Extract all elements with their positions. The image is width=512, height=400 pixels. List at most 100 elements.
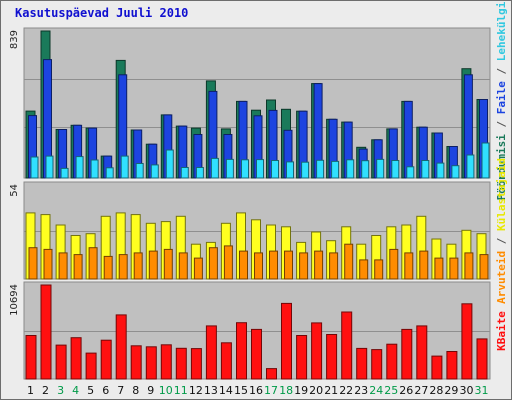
x-tick-label: 30	[460, 384, 474, 397]
y-max-label: 54	[9, 184, 20, 197]
bar-leheklgi-13	[210, 157, 219, 179]
bar-leheklgi-23	[361, 160, 370, 179]
bar-leheklgi-30	[466, 154, 475, 179]
x-tick-label: 17	[264, 384, 278, 397]
x-tick-label: 25	[384, 384, 398, 397]
bar-leheklgi-8	[135, 163, 144, 179]
bar-leheklgi-7	[120, 155, 129, 179]
x-tick-label: 11	[174, 384, 188, 397]
bar-kbaite-8	[130, 345, 142, 380]
bar-kbaite-11	[175, 347, 187, 380]
bar-arvuteid-13	[208, 247, 218, 280]
bar-arvuteid-9	[148, 250, 158, 280]
bar-leheklgi-26	[406, 166, 415, 179]
bar-arvuteid-3	[58, 252, 68, 280]
bar-kbaite-26	[401, 328, 413, 380]
bar-arvuteid-11	[178, 252, 188, 280]
bar-leheklgi-18	[286, 161, 294, 179]
bar-leheklgi-17	[271, 160, 279, 179]
bar-arvuteid-15	[239, 250, 248, 280]
legend-bottom: KBaite	[495, 311, 508, 351]
bar-kbaite-15	[236, 322, 247, 380]
bar-kbaite-17	[266, 368, 277, 380]
bar-leheklgi-27	[421, 160, 430, 179]
bar-kbaite-29	[446, 351, 458, 380]
bar-leheklgi-4	[75, 156, 84, 179]
legend-entry: Faile	[495, 81, 508, 114]
legend-entry: /	[495, 114, 508, 134]
bar-arvuteid-22	[344, 243, 354, 280]
x-tick-label: 21	[324, 384, 338, 397]
x-tick-label: 28	[429, 384, 443, 397]
bar-arvuteid-12	[193, 257, 203, 280]
bar-arvuteid-29	[449, 257, 459, 280]
bar-kbaite-27	[416, 325, 428, 380]
bar-leheklgi-11	[180, 167, 189, 179]
bar-arvuteid-2	[43, 248, 53, 280]
bar-kbaite-16	[251, 328, 262, 380]
bar-leheklgi-9	[150, 164, 159, 179]
x-tick-label: 18	[279, 384, 293, 397]
x-tick-label: 8	[132, 384, 139, 397]
y-max-label: 839	[9, 30, 20, 49]
bar-kbaite-13	[205, 325, 217, 380]
x-tick-label: 31	[475, 384, 489, 397]
bar-arvuteid-21	[329, 252, 339, 280]
x-tick-label: 29	[444, 384, 458, 397]
bar-arvuteid-31	[479, 254, 489, 280]
bar-arvuteid-20	[314, 250, 324, 280]
x-tick-label: 23	[354, 384, 368, 397]
bar-arvuteid-17	[269, 250, 278, 280]
legend-entry: /	[495, 61, 508, 81]
legend-entry: Lehekülgi	[495, 1, 508, 61]
bar-kbaite-21	[326, 334, 338, 380]
bar-leheklgi-25	[391, 160, 400, 179]
bar-leheklgi-16	[256, 159, 264, 179]
x-tick-label: 26	[399, 384, 413, 397]
x-tick-label: 14	[219, 384, 233, 397]
bar-leheklgi-21	[331, 160, 340, 179]
bar-leheklgi-22	[346, 159, 355, 179]
bar-leheklgi-5	[90, 159, 99, 179]
bar-kbaite-19	[296, 335, 308, 380]
bar-kbaite-22	[341, 311, 353, 380]
bar-arvuteid-14	[223, 245, 233, 280]
bar-leheklgi-2	[45, 155, 54, 179]
bar-arvuteid-24	[374, 259, 384, 280]
x-tick-label: 22	[339, 384, 353, 397]
bar-kbaite-24	[371, 349, 383, 380]
x-tick-label: 15	[234, 384, 248, 397]
bar-kbaite-6	[100, 339, 112, 380]
bar-kbaite-3	[55, 344, 67, 380]
bar-leheklgi-15	[241, 159, 249, 179]
x-tick-label: 12	[189, 384, 203, 397]
bar-leheklgi-1	[30, 156, 39, 179]
bar-leheklgi-31	[481, 142, 490, 179]
legend-entry: Pöördumisi	[495, 134, 508, 201]
bar-arvuteid-7	[118, 254, 128, 280]
x-tick-label: 20	[309, 384, 323, 397]
bar-leheklgi-14	[225, 158, 234, 179]
bar-arvuteid-28	[434, 257, 444, 280]
x-tick-label: 5	[87, 384, 94, 397]
bar-kbaite-1	[25, 335, 37, 380]
legend-top: Pöördumisi / Faile / Lehekülgi	[495, 1, 508, 200]
bar-leheklgi-19	[301, 161, 310, 179]
bar-leheklgi-3	[60, 167, 69, 179]
bar-arvuteid-8	[133, 252, 143, 280]
bar-arvuteid-5	[88, 247, 98, 280]
bar-arvuteid-25	[389, 248, 399, 280]
bar-arvuteid-27	[419, 250, 429, 280]
bar-leheklgi-10	[165, 149, 174, 179]
bar-kbaite-31	[476, 338, 488, 380]
legend-middle: Arvuteid / Külastajaid	[495, 158, 508, 304]
bar-arvuteid-30	[464, 252, 474, 280]
bar-leheklgi-6	[105, 167, 114, 179]
bar-arvuteid-1	[28, 247, 38, 280]
y-max-label: 10694	[9, 284, 20, 316]
x-tick-label: 19	[294, 384, 308, 397]
bar-kbaite-20	[311, 322, 323, 380]
x-tick-label: 27	[414, 384, 428, 397]
legend-entry: /	[495, 231, 508, 251]
